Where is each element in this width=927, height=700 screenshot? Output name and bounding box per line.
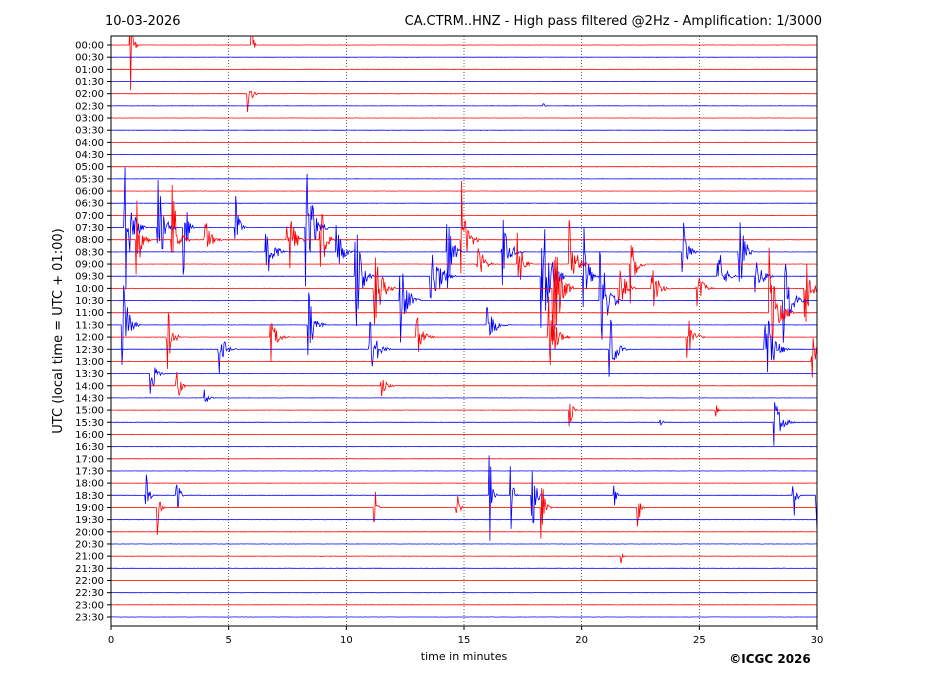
trace-row: [111, 368, 817, 394]
y-tick-label: 04:30: [75, 150, 104, 161]
x-tick-label: 5: [225, 635, 231, 646]
x-tick-label: 15: [458, 635, 471, 646]
x-tick-label: 0: [108, 635, 114, 646]
y-tick-label: 08:30: [75, 247, 104, 258]
y-tick-label: 18:30: [75, 491, 104, 502]
x-tick-label: 30: [811, 635, 824, 646]
y-tick-label: 19:00: [75, 503, 104, 514]
y-tick-label: 06:00: [75, 187, 104, 198]
y-tick-label: 02:30: [75, 101, 104, 112]
date-label: 10-03-2026: [105, 14, 181, 29]
x-axis-label: time in minutes: [421, 650, 508, 663]
trace-row: [111, 297, 817, 369]
y-tick-label: 13:00: [75, 357, 104, 368]
y-tick-label: 22:00: [75, 576, 104, 587]
chart-title: CA.CTRM..HNZ - High pass filtered @2Hz -…: [405, 14, 822, 29]
y-tick-label: 13:30: [75, 369, 104, 380]
y-tick-label: 15:00: [75, 406, 104, 417]
y-tick-label: 10:00: [75, 284, 104, 295]
y-tick-label: 23:30: [75, 612, 104, 623]
y-tick-label: 23:00: [75, 600, 104, 611]
y-tick-label: 18:00: [75, 479, 104, 490]
y-tick-label: 16:30: [75, 442, 104, 453]
y-tick-label: 06:30: [75, 199, 104, 210]
y-tick-label: 07:00: [75, 211, 104, 222]
y-tick-label: 01:00: [75, 65, 104, 76]
y-tick-label: 05:30: [75, 174, 104, 185]
y-tick-label: 05:00: [75, 162, 104, 173]
grid-lines: [229, 36, 700, 626]
y-tick-label: 16:00: [75, 430, 104, 441]
y-tick-label: 04:00: [75, 138, 104, 149]
y-tick-label: 17:00: [75, 454, 104, 465]
y-tick-label: 21:30: [75, 564, 104, 575]
y-tick-label: 12:30: [75, 345, 104, 356]
y-tick-label: 10:30: [75, 296, 104, 307]
y-tick-label: 19:30: [75, 515, 104, 526]
y-tick-label: 00:30: [75, 53, 104, 64]
y-tick-label: 11:30: [75, 320, 104, 331]
y-tick-label: 09:00: [75, 260, 104, 271]
y-tick-label: 21:00: [75, 552, 104, 563]
y-tick-label: 17:30: [75, 466, 104, 477]
y-tick-label: 22:30: [75, 588, 104, 599]
y-tick-label: 12:00: [75, 333, 104, 344]
y-tick-label: 00:00: [75, 41, 104, 52]
x-tick-label: 10: [340, 635, 353, 646]
y-axis-label: UTC (local time = UTC + 01:00): [51, 228, 66, 433]
y-tick-label: 14:30: [75, 393, 104, 404]
y-tick-label: 15:30: [75, 418, 104, 429]
y-tick-label: 20:30: [75, 539, 104, 550]
y-tick-label: 20:00: [75, 527, 104, 538]
x-tick-label: 25: [693, 635, 706, 646]
x-axis: 0 5 10 15 20 25 30: [108, 626, 824, 646]
y-tick-label: 08:00: [75, 235, 104, 246]
y-tick-label: 02:00: [75, 89, 104, 100]
y-tick-label: 11:00: [75, 308, 104, 319]
y-tick-label: 14:00: [75, 381, 104, 392]
y-tick-label: 07:30: [75, 223, 104, 234]
y-tick-label: 01:30: [75, 77, 104, 88]
copyright: ©ICGC 2026: [729, 652, 811, 666]
y-tick-label: 03:30: [75, 126, 104, 137]
y-tick-label: 03:00: [75, 114, 104, 125]
traces: [111, 0, 817, 617]
y-tick-label: 09:30: [75, 272, 104, 283]
x-tick-label: 20: [575, 635, 588, 646]
